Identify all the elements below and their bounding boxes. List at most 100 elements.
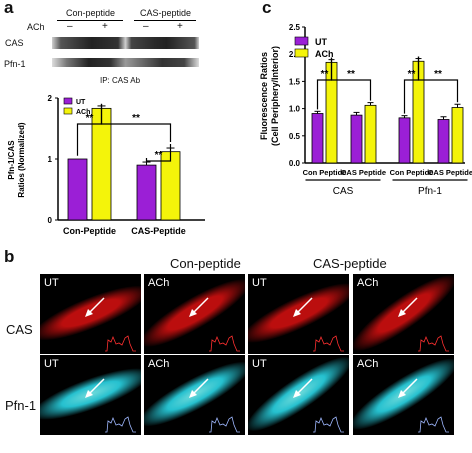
blot-row-label-pfn: Pfn-1	[4, 59, 26, 69]
sig-bracket-4	[417, 56, 459, 103]
cas-blot-band	[52, 37, 199, 49]
micrograph-tile: ACh	[144, 274, 245, 354]
blot-header-con: Con-peptide	[66, 8, 116, 18]
tile-label: ACh	[148, 277, 170, 289]
bar-ach	[364, 104, 377, 164]
y-tick-label: 2.5	[289, 23, 301, 32]
legend-swatch-ut	[63, 97, 73, 105]
intensity-profile	[105, 416, 136, 433]
micrograph-tile: ACh	[353, 274, 454, 354]
arrow-line	[400, 378, 418, 396]
sig-bracket-1-label: **	[321, 69, 329, 80]
bar-ut	[437, 119, 450, 164]
y-axis-label-line2: (Cell Periphery/Interior)	[270, 46, 280, 146]
arrow-line	[400, 297, 418, 315]
y-tick-label: 1.0	[289, 105, 301, 114]
tile-overlay	[398, 378, 449, 433]
intensity-profile	[313, 335, 344, 352]
intensity-profile	[418, 335, 449, 352]
arrow-line	[191, 378, 209, 396]
sig-bracket-3-label: **	[408, 69, 416, 80]
sig-bracket-ach-label: **	[132, 113, 140, 124]
blot-row-label-cas: CAS	[5, 38, 24, 48]
tile-label: UT	[44, 358, 59, 370]
y-axis-label-line1: Fluorescence Ratios	[259, 52, 269, 140]
arrow-line	[295, 378, 313, 396]
blot-ip-label: IP: CAS Ab	[100, 76, 141, 85]
tile-overlay	[85, 378, 136, 433]
arrow-line	[295, 297, 313, 315]
bar-ut	[67, 158, 88, 221]
sig-bracket-cas	[145, 144, 172, 162]
micrograph-tile: ACh	[144, 355, 245, 435]
panel-b-row-label-pfn: Pfn-1	[5, 398, 37, 413]
x-tick-label: CAS-Peptide	[131, 226, 186, 236]
bar-ach	[451, 107, 464, 164]
blot-sign-1: –	[67, 21, 73, 32]
group-label: CAS	[333, 186, 354, 197]
arrow-icon	[398, 309, 406, 317]
arrow-line	[87, 378, 105, 396]
panel-b-title-con: Con-peptide	[170, 256, 241, 271]
arrow-icon	[85, 390, 93, 398]
legend-swatch-ach	[294, 48, 309, 58]
legend-label-ut: UT	[76, 99, 86, 106]
sig-bracket-2	[330, 57, 372, 101]
y-tick-label: 0.0	[289, 159, 301, 168]
micrograph-tile: UT	[40, 274, 141, 354]
micrograph-tile: UT	[248, 274, 349, 354]
legend-swatch-ut	[294, 36, 309, 46]
y-axis-label-line1: Pfn-1/CAS	[7, 140, 16, 180]
sig-bracket-2-label: **	[347, 69, 355, 80]
y-tick-label: 1.5	[289, 77, 301, 86]
tile-overlay	[85, 297, 136, 352]
blot-header-con-line	[57, 20, 123, 21]
micrograph-tile: UT	[40, 355, 141, 435]
intensity-profile	[105, 335, 136, 352]
x-tick-label: Con Peptide	[303, 168, 347, 177]
legend-label-ach: ACh	[315, 49, 334, 59]
micrograph-tile: ACh	[353, 355, 454, 435]
y-tick-label: 0	[48, 216, 53, 225]
arrow-icon	[293, 390, 301, 398]
y-tick-label: 2	[48, 94, 53, 103]
panel-b-row-label-cas: CAS	[6, 322, 33, 337]
legend-label-ach: ACh	[76, 109, 90, 116]
arrow-icon	[85, 309, 93, 317]
bar-ut	[350, 114, 363, 164]
legend-label-ut: UT	[315, 37, 327, 47]
arrow-icon	[189, 309, 197, 317]
pfn-blot-band	[52, 58, 199, 67]
tile-label: ACh	[357, 277, 379, 289]
panel-a-letter: a	[4, 0, 14, 17]
tile-label: UT	[252, 277, 267, 289]
x-tick-label: Con Peptide	[390, 168, 434, 177]
tile-overlay	[293, 297, 344, 352]
arrow-line	[87, 297, 105, 315]
y-axis-label-line2: Ratios (Normalized)	[17, 122, 26, 197]
arrow-line	[191, 297, 209, 315]
blot-ach-label: ACh	[27, 22, 45, 32]
y-tick-label: 0.5	[289, 132, 301, 141]
intensity-profile	[209, 335, 240, 352]
panel-b-title-cas: CAS-peptide	[313, 256, 387, 271]
bar-ach	[91, 107, 112, 221]
bar-ut	[136, 164, 157, 221]
tile-label: ACh	[148, 358, 170, 370]
arrow-icon	[293, 309, 301, 317]
tile-overlay	[189, 378, 240, 433]
tile-overlay	[189, 297, 240, 352]
x-tick-label: Con-Peptide	[63, 226, 116, 236]
bar-ach	[160, 151, 181, 221]
blot-header-cas-line	[134, 20, 196, 21]
sig-bracket-ach	[100, 103, 172, 143]
micrograph-tile: UT	[248, 355, 349, 435]
bar-ut	[398, 117, 411, 164]
arrow-icon	[398, 390, 406, 398]
sig-bracket-cas-label: **	[155, 150, 163, 161]
tile-label: UT	[44, 277, 59, 289]
sig-bracket-con-label: **	[86, 113, 94, 124]
bar-ut	[311, 113, 324, 164]
